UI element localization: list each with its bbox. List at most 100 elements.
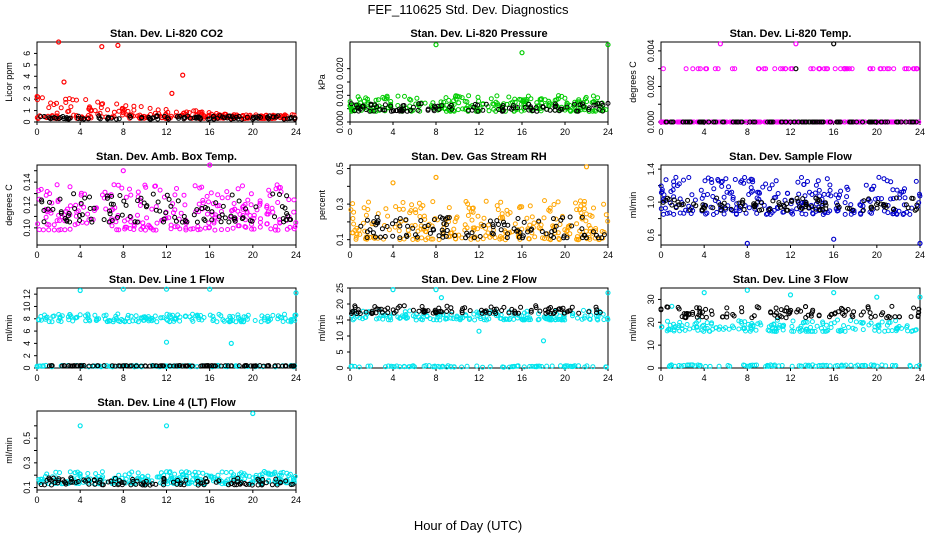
data-point	[437, 317, 443, 323]
data-point	[401, 363, 407, 369]
data-point	[752, 119, 758, 125]
y-tick-label: 0.1	[22, 481, 32, 494]
data-point	[595, 101, 601, 107]
data-point	[887, 320, 893, 325]
data-point	[105, 114, 111, 120]
data-point	[594, 307, 600, 313]
data-point	[661, 192, 667, 198]
data-point	[590, 364, 596, 370]
data-point	[116, 108, 122, 114]
outlier-point	[793, 66, 799, 72]
data-point	[350, 108, 356, 114]
data-point	[558, 106, 564, 112]
data-point	[694, 305, 700, 311]
data-point	[594, 316, 600, 322]
data-point	[467, 315, 473, 321]
data-point	[86, 477, 91, 483]
data-point	[459, 364, 465, 370]
data-point	[147, 116, 153, 122]
y-tick-label: 4	[22, 74, 32, 79]
data-point	[583, 218, 589, 224]
data-point	[670, 187, 676, 193]
data-point	[842, 200, 848, 206]
data-point	[43, 214, 49, 220]
data-point	[234, 482, 240, 488]
data-point	[658, 306, 664, 312]
data-point	[848, 202, 854, 208]
data-point	[291, 209, 297, 215]
data-point	[738, 179, 744, 185]
data-point	[88, 108, 94, 114]
data-point	[421, 213, 427, 219]
x-tick-label: 20	[872, 373, 882, 383]
data-point	[718, 207, 724, 213]
data-point	[97, 477, 103, 483]
data-point	[723, 176, 729, 182]
data-point	[590, 93, 596, 99]
outlier-point	[61, 79, 67, 85]
outlier-point	[744, 240, 750, 246]
data-point	[849, 312, 855, 318]
data-point	[133, 363, 139, 369]
data-point	[574, 234, 580, 240]
data-point	[165, 317, 170, 323]
data-points	[35, 162, 299, 233]
data-point	[179, 363, 185, 369]
outlier-point	[744, 287, 750, 293]
data-point	[914, 364, 920, 369]
data-point	[677, 210, 683, 216]
plot-frame	[349, 164, 609, 246]
data-point	[176, 476, 182, 482]
data-point	[38, 114, 44, 120]
data-point	[194, 207, 200, 213]
data-point	[150, 317, 156, 323]
data-point	[540, 104, 546, 110]
data-point	[117, 193, 123, 198]
data-point	[241, 471, 247, 477]
data-point	[766, 207, 772, 213]
data-point	[127, 113, 133, 119]
data-point	[490, 222, 496, 228]
data-point	[292, 312, 298, 318]
data-point	[804, 326, 810, 332]
data-point	[239, 216, 245, 222]
data-point	[706, 119, 712, 125]
data-point	[266, 116, 272, 122]
data-point	[72, 222, 78, 228]
data-point	[190, 318, 196, 324]
data-point	[235, 312, 241, 318]
outlier-point	[207, 286, 213, 292]
data-point	[742, 319, 748, 325]
data-point	[270, 312, 276, 318]
x-tick-label: 8	[121, 127, 126, 137]
data-point	[104, 363, 110, 369]
data-point	[574, 236, 580, 242]
data-point	[916, 119, 922, 125]
data-point	[258, 114, 263, 120]
data-point	[730, 312, 736, 317]
data-point	[436, 107, 442, 112]
data-point	[113, 316, 119, 321]
data-point	[200, 197, 206, 203]
data-point	[558, 363, 563, 369]
data-point	[373, 234, 378, 240]
data-point	[174, 186, 179, 191]
data-point	[257, 224, 263, 230]
x-tick-label: 20	[248, 373, 258, 383]
data-point	[509, 106, 515, 112]
data-point	[675, 183, 680, 189]
data-points	[658, 41, 922, 125]
data-point	[911, 305, 917, 311]
data-point	[365, 96, 370, 102]
data-point	[776, 200, 782, 206]
data-point	[839, 328, 845, 334]
x-tick-label: 0	[658, 250, 663, 260]
data-point	[236, 363, 242, 369]
data-point	[421, 363, 427, 369]
data-point	[390, 221, 395, 227]
data-point	[191, 212, 197, 218]
data-point	[561, 233, 567, 239]
data-point	[691, 201, 697, 207]
data-point	[111, 109, 117, 115]
data-point	[111, 182, 117, 188]
